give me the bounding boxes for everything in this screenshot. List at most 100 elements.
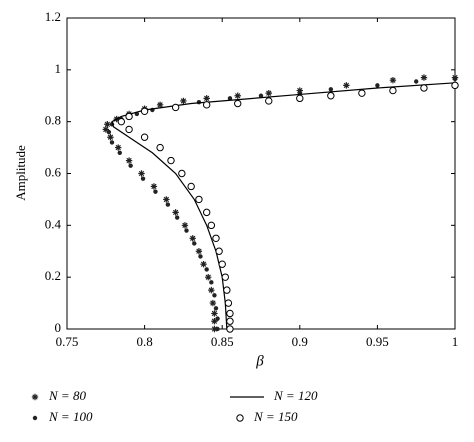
data-point bbox=[195, 248, 203, 255]
data-point bbox=[165, 202, 171, 207]
data-point bbox=[167, 156, 175, 165]
data-point bbox=[234, 92, 241, 99]
data-point bbox=[265, 97, 273, 105]
data-point bbox=[171, 103, 180, 112]
legend-label: N = 150 bbox=[253, 409, 298, 424]
data-point bbox=[213, 306, 219, 311]
data-point bbox=[156, 101, 164, 109]
data-point bbox=[208, 286, 215, 294]
data-point bbox=[150, 183, 158, 190]
data-point bbox=[184, 228, 189, 233]
y-tick-label: 1 bbox=[55, 61, 62, 76]
data-point bbox=[224, 299, 233, 307]
y-tick-label: 0.4 bbox=[45, 216, 62, 231]
y-tick-label: 0.6 bbox=[45, 164, 62, 179]
data-point bbox=[180, 97, 187, 105]
y-axis-label: Amplitude bbox=[13, 145, 28, 201]
x-tick-label: 1 bbox=[452, 334, 459, 349]
data-point bbox=[125, 125, 133, 134]
data-point bbox=[389, 86, 397, 95]
legend: N = 80 N = 100 N = 120 N = 150 bbox=[31, 388, 318, 424]
legend-swatch bbox=[31, 393, 39, 401]
legend-label: N = 80 bbox=[48, 388, 86, 403]
data-point bbox=[172, 209, 179, 216]
data-point bbox=[215, 326, 220, 332]
data-point bbox=[296, 87, 303, 94]
data-point bbox=[187, 182, 195, 191]
x-axis-label: β bbox=[255, 353, 264, 369]
data-point bbox=[156, 143, 164, 152]
data-point bbox=[140, 107, 149, 116]
y-tick-label: 0.2 bbox=[45, 268, 61, 283]
data-point bbox=[102, 126, 109, 133]
data-point bbox=[234, 99, 242, 108]
series-line bbox=[111, 82, 456, 330]
data-point bbox=[327, 92, 335, 100]
data-point bbox=[215, 247, 223, 255]
data-point bbox=[223, 286, 231, 294]
x-tick-label: 0.8 bbox=[136, 334, 152, 349]
x-tick-label: 0.85 bbox=[211, 334, 234, 349]
data-point bbox=[451, 81, 459, 90]
data-point bbox=[215, 316, 220, 321]
x-tick-label: 0.95 bbox=[366, 334, 389, 349]
data-point bbox=[205, 273, 212, 281]
data-point bbox=[140, 176, 146, 181]
data-point bbox=[138, 170, 145, 177]
data-point bbox=[109, 140, 115, 145]
data-point bbox=[195, 195, 203, 204]
data-point bbox=[104, 121, 111, 128]
data-point bbox=[140, 133, 149, 141]
data-point bbox=[226, 317, 234, 325]
data-point bbox=[211, 318, 218, 325]
data-point bbox=[221, 273, 230, 281]
data-point bbox=[296, 94, 304, 103]
data-point bbox=[209, 280, 214, 285]
data-point bbox=[375, 83, 380, 88]
data-point bbox=[192, 241, 197, 246]
plot-frame bbox=[66, 17, 456, 330]
y-tick-label: 1.2 bbox=[45, 9, 61, 24]
data-point bbox=[358, 89, 366, 97]
data-point bbox=[218, 260, 226, 268]
legend-swatch bbox=[32, 415, 38, 421]
data-point bbox=[202, 208, 211, 217]
data-point bbox=[125, 112, 133, 121]
data-point bbox=[202, 101, 211, 109]
data-point bbox=[115, 144, 122, 151]
data-point bbox=[117, 150, 122, 155]
data-point bbox=[106, 129, 112, 135]
data-point bbox=[212, 234, 220, 242]
data-point bbox=[420, 84, 428, 92]
data-point bbox=[258, 93, 264, 98]
data-point bbox=[328, 87, 334, 92]
data-point bbox=[128, 163, 133, 168]
data-point bbox=[209, 299, 217, 307]
legend-label: N = 120 bbox=[273, 388, 318, 403]
data-point bbox=[189, 235, 196, 242]
data-point bbox=[265, 89, 272, 97]
data-point bbox=[153, 189, 158, 194]
x-tick-label: 0.9 bbox=[292, 334, 308, 349]
y-tick-label: 0.8 bbox=[45, 113, 61, 128]
data-point bbox=[174, 215, 180, 220]
data-point bbox=[181, 222, 189, 229]
data-point bbox=[226, 325, 234, 333]
data-point bbox=[389, 77, 397, 84]
data-point bbox=[212, 293, 217, 298]
legend-label: N = 100 bbox=[48, 409, 93, 424]
data-point bbox=[203, 95, 210, 102]
data-point bbox=[420, 74, 428, 81]
data-point bbox=[107, 134, 114, 141]
data-point bbox=[414, 79, 419, 84]
data-point bbox=[227, 96, 233, 101]
data-point bbox=[198, 254, 203, 259]
data-point bbox=[125, 157, 133, 164]
data-point bbox=[204, 267, 209, 272]
data-point bbox=[226, 309, 234, 318]
data-point bbox=[211, 310, 218, 317]
data-point bbox=[163, 196, 170, 203]
data-point bbox=[117, 117, 126, 126]
